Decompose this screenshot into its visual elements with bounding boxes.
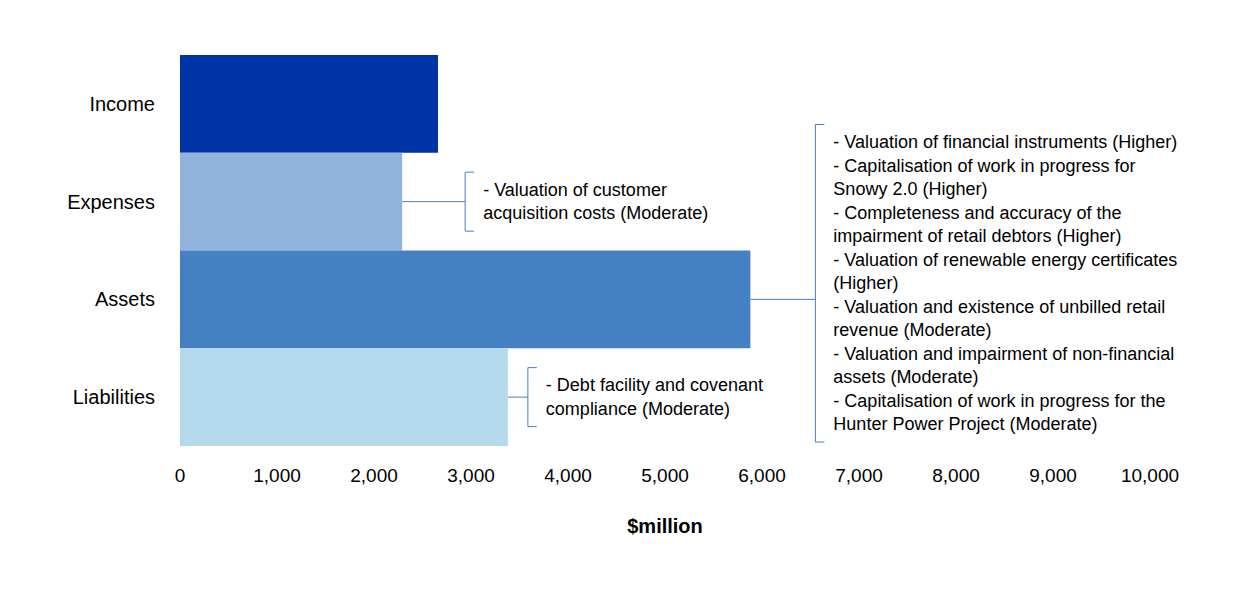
svg-text:0: 0	[175, 465, 186, 486]
svg-text:compliance (Moderate): compliance (Moderate)	[546, 399, 730, 419]
svg-text:- Valuation and impairment of: - Valuation and impairment of non-financ…	[833, 344, 1174, 364]
svg-text:- Completeness and accuracy of: - Completeness and accuracy of the	[833, 203, 1121, 223]
svg-text:2,000: 2,000	[350, 465, 398, 486]
svg-text:7,000: 7,000	[835, 465, 883, 486]
svg-text:3,000: 3,000	[447, 465, 495, 486]
svg-text:Income: Income	[89, 93, 155, 115]
svg-text:1,000: 1,000	[253, 465, 301, 486]
svg-text:Liabilities: Liabilities	[73, 386, 155, 408]
svg-text:- Capitalisation of work in pr: - Capitalisation of work in progress for…	[833, 391, 1165, 411]
svg-text:$million: $million	[627, 515, 703, 537]
svg-text:- Valuation and existence of u: - Valuation and existence of unbilled re…	[833, 297, 1165, 317]
svg-text:assets (Moderate): assets (Moderate)	[833, 367, 978, 387]
svg-text:- Valuation of customer: - Valuation of customer	[483, 180, 667, 200]
svg-text:4,000: 4,000	[544, 465, 592, 486]
svg-text:- Capitalisation of work in pr: - Capitalisation of work in progress for	[833, 156, 1135, 176]
svg-text:5,000: 5,000	[641, 465, 689, 486]
svg-text:Assets: Assets	[95, 288, 155, 310]
svg-text:Snowy 2.0 (Higher): Snowy 2.0 (Higher)	[833, 179, 987, 199]
svg-text:impairment of retail debtors (: impairment of retail debtors (Higher)	[833, 226, 1121, 246]
svg-text:acquisition costs (Moderate): acquisition costs (Moderate)	[483, 203, 708, 223]
svg-text:Hunter Power Project (Moderate: Hunter Power Project (Moderate)	[833, 414, 1097, 434]
svg-text:revenue (Moderate): revenue (Moderate)	[833, 320, 991, 340]
svg-text:6,000: 6,000	[738, 465, 786, 486]
svg-text:10,000: 10,000	[1121, 465, 1179, 486]
svg-text:Expenses: Expenses	[67, 191, 155, 213]
svg-text:8,000: 8,000	[932, 465, 980, 486]
svg-text:- Valuation of renewable energ: - Valuation of renewable energy certific…	[833, 250, 1177, 270]
svg-text:9,000: 9,000	[1029, 465, 1077, 486]
svg-text:- Debt facility and covenant: - Debt facility and covenant	[546, 375, 763, 395]
svg-text:(Higher): (Higher)	[833, 273, 898, 293]
svg-text:- Valuation of financial instr: - Valuation of financial instruments (Hi…	[833, 132, 1177, 152]
